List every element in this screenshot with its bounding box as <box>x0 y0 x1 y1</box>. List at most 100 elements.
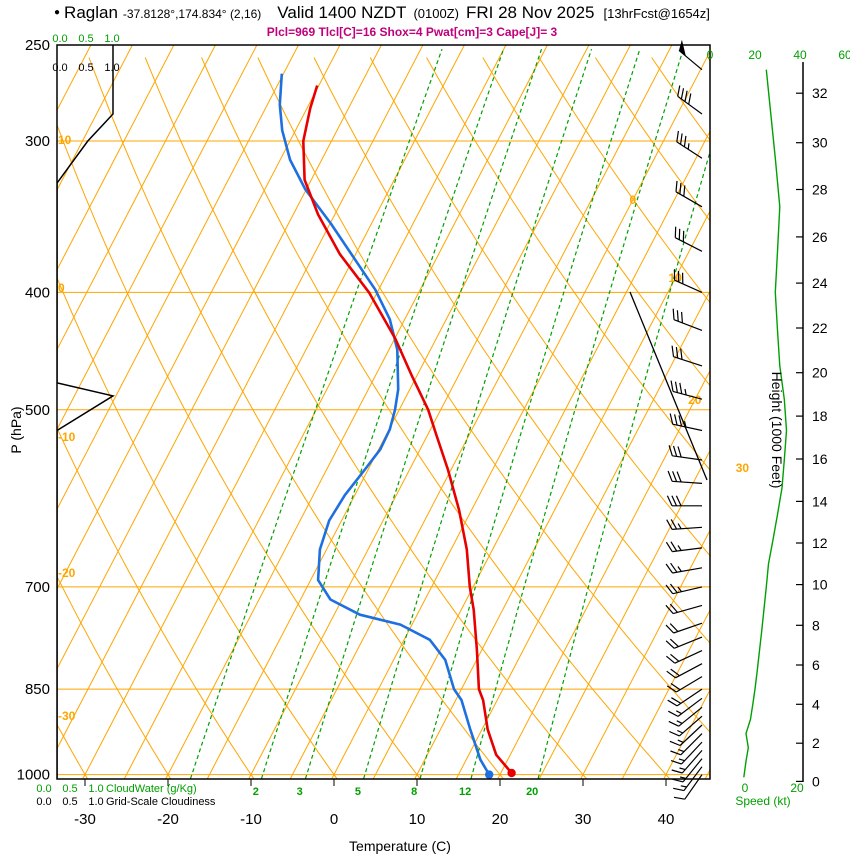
wind-barbs <box>665 39 703 800</box>
svg-text:20: 20 <box>526 786 538 798</box>
mixing-ratio-labels: 2 3 5 8 12 20 <box>253 786 539 798</box>
scale-tick: 0.5 <box>62 796 78 808</box>
valid-time: Valid 1400 NZDT <box>277 3 407 22</box>
svg-text:16: 16 <box>812 451 828 467</box>
svg-text:40: 40 <box>793 48 807 62</box>
page-title: ● Raglan -37.8128°,174.834° (2,16) Valid 14… <box>0 3 850 23</box>
pressure-tick-labels: 250 300 400 500 700 850 1000 <box>17 37 50 784</box>
station-name: Raglan <box>64 3 118 22</box>
svg-text:300: 300 <box>25 133 50 150</box>
svg-text:10: 10 <box>58 133 72 147</box>
svg-text:850: 850 <box>25 681 50 698</box>
plot-frame <box>56 44 711 780</box>
scale-tick: 1.0 <box>88 783 104 795</box>
speed-axis-label: Speed (kt) <box>735 794 791 808</box>
svg-text:40: 40 <box>658 811 675 828</box>
svg-text:26: 26 <box>812 229 828 245</box>
svg-text:30: 30 <box>575 811 592 828</box>
svg-text:32: 32 <box>812 85 828 101</box>
svg-text:0: 0 <box>330 811 338 828</box>
height-axis <box>796 62 804 783</box>
svg-text:-10: -10 <box>58 430 76 444</box>
dewpoint-curve <box>278 73 491 776</box>
svg-text:8: 8 <box>411 786 417 798</box>
scale-tick: 0.0 <box>52 33 68 45</box>
pressure-axis-label: P (hPa) <box>8 406 24 454</box>
svg-text:20: 20 <box>812 365 828 381</box>
valid-date: FRI 28 Nov 2025 <box>465 3 595 22</box>
svg-text:0: 0 <box>707 48 714 62</box>
scale-tick: 0.5 <box>78 62 94 74</box>
scale-tick: 0.5 <box>62 783 78 795</box>
svg-text:400: 400 <box>25 284 50 301</box>
pressure-gridlines <box>57 44 710 776</box>
valid-zulu: (0100Z) <box>413 6 459 21</box>
svg-text:700: 700 <box>25 579 50 596</box>
scale-tick: 0.5 <box>78 33 94 45</box>
scale-tick: 1.0 <box>104 62 120 74</box>
svg-text:10: 10 <box>812 577 828 593</box>
scale-tick: 0.0 <box>36 796 52 808</box>
svg-text:-20: -20 <box>157 811 179 828</box>
cloudwater-scale-bottom: 0.0 0.5 1.0 CloudWater (g/Kg) <box>0 783 850 796</box>
cloudiness-axis-label: Grid-Scale Cloudiness <box>106 796 216 808</box>
surface-dewpoint-dot <box>485 770 494 779</box>
svg-text:10: 10 <box>409 811 426 828</box>
svg-text:30: 30 <box>812 135 828 151</box>
dry-adiabats <box>57 57 710 779</box>
svg-text:-20: -20 <box>58 566 76 580</box>
scale-tick: 0.0 <box>52 62 68 74</box>
svg-text:500: 500 <box>25 402 50 419</box>
temperature-axis-label: Temperature (C) <box>349 838 451 854</box>
speed-tick-labels: 0 20 40 600 20 <box>707 48 850 795</box>
boundary-segment <box>629 291 708 481</box>
svg-text:5: 5 <box>355 786 361 798</box>
svg-text:0: 0 <box>629 193 636 207</box>
mixing-ratio-lines <box>189 48 710 779</box>
svg-text:0: 0 <box>812 773 820 789</box>
svg-text:14: 14 <box>812 493 828 509</box>
svg-text:2: 2 <box>253 786 259 798</box>
temperature-tick-labels: -30 -20 -10 0 10 20 30 40 <box>74 811 674 828</box>
svg-text:22: 22 <box>812 320 828 336</box>
svg-text:3: 3 <box>297 786 303 798</box>
svg-text:250: 250 <box>25 37 50 54</box>
svg-text:12: 12 <box>459 786 471 798</box>
svg-text:0: 0 <box>742 781 749 795</box>
cloudiness-profile <box>57 45 115 779</box>
svg-text:20: 20 <box>492 811 509 828</box>
svg-text:1000: 1000 <box>17 767 50 784</box>
svg-text:30: 30 <box>736 461 750 475</box>
station-coords: -37.8128°,174.834° (2,16) <box>122 7 262 21</box>
height-axis-label: Height (1000 Feet) <box>769 371 785 489</box>
svg-text:2: 2 <box>812 735 820 751</box>
svg-text:0: 0 <box>58 281 65 295</box>
svg-text:28: 28 <box>812 182 828 198</box>
svg-text:20: 20 <box>748 48 762 62</box>
svg-text:20: 20 <box>688 393 702 407</box>
cloudiness-scale-bottom: 0.0 0.5 1.0 Grid-Scale Cloudiness <box>0 796 850 809</box>
scale-tick: 1.0 <box>104 33 120 45</box>
svg-text:4: 4 <box>812 696 820 712</box>
cloudwater-scale-top: 0.0 0.5 1.0 <box>0 33 850 46</box>
svg-text:60: 60 <box>838 48 850 62</box>
svg-text:8: 8 <box>812 617 820 633</box>
svg-text:12: 12 <box>812 535 828 551</box>
temperature-curve <box>302 85 513 774</box>
scale-tick: 1.0 <box>88 796 104 808</box>
scale-tick: 0.0 <box>36 783 52 795</box>
svg-text:6: 6 <box>812 657 820 673</box>
cloudiness-scale-top: 0.0 0.5 1.0 <box>0 62 850 75</box>
cloudwater-axis-label: CloudWater (g/Kg) <box>106 783 197 795</box>
forecast-tag: [13hrFcst@1654z] <box>603 6 710 21</box>
stability-indices: Plcl=969 Tlcl[C]=16 Shox=4 Pwat[cm]=3 Ca… <box>266 25 558 39</box>
temperature-ticks <box>84 779 667 786</box>
svg-text:-10: -10 <box>240 811 262 828</box>
svg-text:-30: -30 <box>58 709 76 723</box>
svg-text:-30: -30 <box>74 811 96 828</box>
wind-speed-profile <box>743 69 788 778</box>
surface-temp-dot <box>507 768 516 778</box>
